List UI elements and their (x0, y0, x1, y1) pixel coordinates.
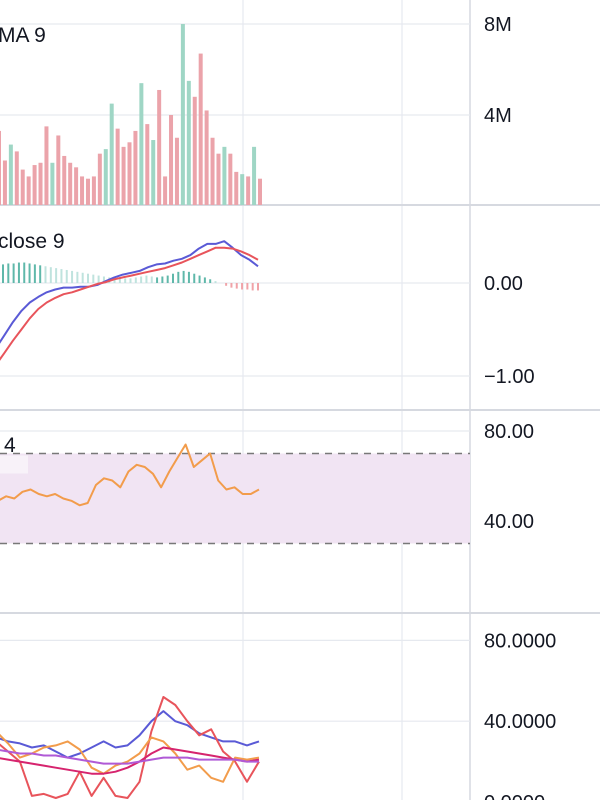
volume-bar (8, 144, 13, 205)
rsi-panel-label: 4 (4, 434, 16, 457)
indicator-lines (0, 240, 260, 799)
volume-bar (216, 153, 221, 205)
volume-bar (38, 162, 43, 205)
volume-bar (145, 124, 150, 205)
volume-bar (2, 160, 7, 205)
axis-tick-label: 80.00 (484, 421, 534, 443)
volume-bar (68, 162, 73, 205)
price-axis: 8M 4M 0.00 −1.00 80.00 40.00 80.0000 40.0000 0.0… (484, 14, 556, 800)
volume-bar (186, 80, 191, 205)
volume-bar (169, 115, 174, 205)
axis-tick-label: −1.00 (484, 366, 535, 388)
volume-bar (91, 176, 96, 205)
volume-bar (210, 137, 215, 205)
volume-bar (133, 130, 138, 205)
volume-bar (26, 176, 31, 205)
signal-line (0, 246, 259, 361)
volume-bar (258, 178, 262, 205)
adx-line (0, 746, 260, 775)
volume-bar (180, 24, 185, 205)
volume-bar (56, 135, 61, 205)
volume-bar (85, 178, 90, 205)
volume-bar (109, 103, 114, 205)
volume-bar (246, 176, 251, 205)
volume-bar (252, 146, 257, 205)
axis-tick-label: 4M (484, 105, 512, 127)
adxr-line (0, 749, 259, 765)
volume-bar (240, 174, 245, 205)
volume-bar (222, 146, 227, 205)
macd-panel-label: close 9 (0, 230, 65, 253)
volume-bar (198, 53, 203, 206)
volume-bar (97, 153, 102, 205)
volume-bar (103, 149, 108, 205)
volume-bar (50, 162, 55, 205)
volume-bar (163, 176, 168, 205)
volume-bar (62, 155, 67, 205)
axis-tick-label: 40.00 (484, 511, 534, 533)
volume-bar (204, 110, 209, 205)
volume-bar (80, 176, 85, 205)
volume-bar (139, 83, 144, 205)
dmi-minus-line (0, 696, 260, 799)
volume-bar (151, 140, 156, 205)
volume-bar (14, 151, 19, 205)
volume-bar (0, 130, 1, 205)
axis-tick-label: 0.00 (484, 273, 523, 295)
rsi-band (0, 453, 470, 544)
axis-tick-label: 40.0000 (484, 711, 556, 733)
chart-marks (0, 24, 262, 291)
rsi-band-layer (0, 452, 470, 545)
volume-bar (44, 126, 49, 205)
volume-bar (20, 169, 25, 205)
volume-bar (115, 128, 120, 205)
volume-bar (234, 171, 239, 205)
axis-tick-label: 0.0000 (484, 792, 545, 800)
volume-bar (121, 146, 126, 205)
volume-bar (32, 165, 37, 205)
volume-bar (192, 96, 197, 205)
macd-line (0, 240, 259, 344)
volume-bar (157, 89, 162, 205)
volume-bar (228, 153, 233, 205)
volume-panel-label: MA 9 (0, 24, 46, 47)
rsi-label-backdrop (0, 455, 28, 474)
volume-bar (174, 137, 179, 205)
axis-tick-label: 8M (484, 14, 512, 36)
axis-tick-label: 80.0000 (484, 630, 556, 652)
volume-bar (127, 142, 132, 205)
rsi-line (0, 443, 260, 507)
volume-bar (74, 167, 79, 205)
dmi-orange-line (0, 733, 260, 783)
